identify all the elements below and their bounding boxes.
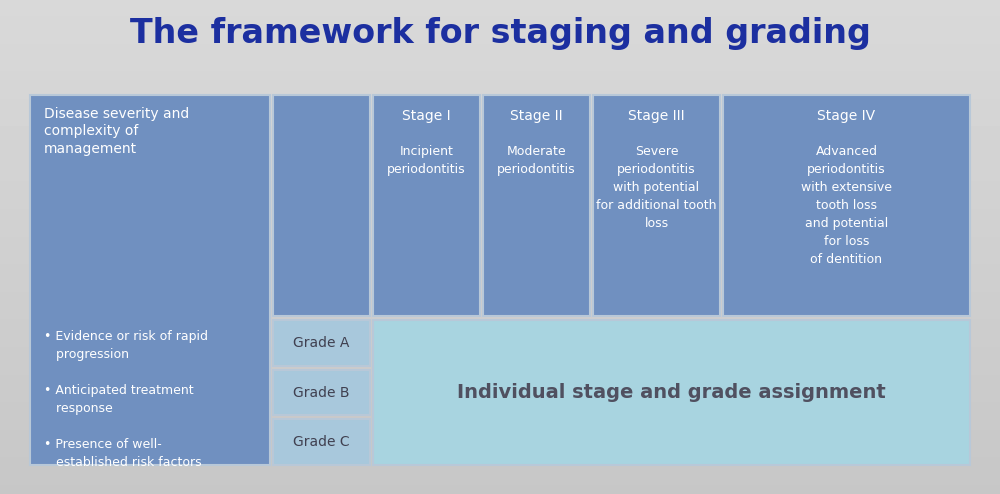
Text: Incipient
periodontitis: Incipient periodontitis [387,145,466,176]
FancyBboxPatch shape [273,370,370,415]
Text: Grade B: Grade B [293,385,350,400]
FancyBboxPatch shape [373,95,480,316]
FancyBboxPatch shape [373,320,970,465]
Text: Grade A: Grade A [293,336,350,350]
Text: Disease severity and
complexity of
management: Disease severity and complexity of manag… [44,107,189,156]
Text: Stage IV: Stage IV [817,109,876,123]
Text: Stage II: Stage II [510,109,563,123]
FancyBboxPatch shape [30,95,270,465]
Text: Stage I: Stage I [402,109,451,123]
FancyBboxPatch shape [483,95,590,316]
Text: Individual stage and grade assignment: Individual stage and grade assignment [457,383,886,402]
Text: Advanced
periodontitis
with extensive
tooth loss
and potential
for loss
of denti: Advanced periodontitis with extensive to… [801,145,892,266]
Text: The framework for staging and grading: The framework for staging and grading [130,17,870,50]
Text: Moderate
periodontitis: Moderate periodontitis [497,145,576,176]
Text: Severe
periodontitis
with potential
for additional tooth
loss: Severe periodontitis with potential for … [596,145,717,230]
FancyBboxPatch shape [273,320,370,366]
FancyBboxPatch shape [273,419,370,465]
Text: Stage III: Stage III [628,109,685,123]
Text: • Evidence or risk of rapid
   progression

• Anticipated treatment
   response
: • Evidence or risk of rapid progression … [44,330,208,469]
Text: Grade C: Grade C [293,435,350,449]
FancyBboxPatch shape [723,95,970,316]
FancyBboxPatch shape [273,95,370,316]
FancyBboxPatch shape [593,95,720,316]
